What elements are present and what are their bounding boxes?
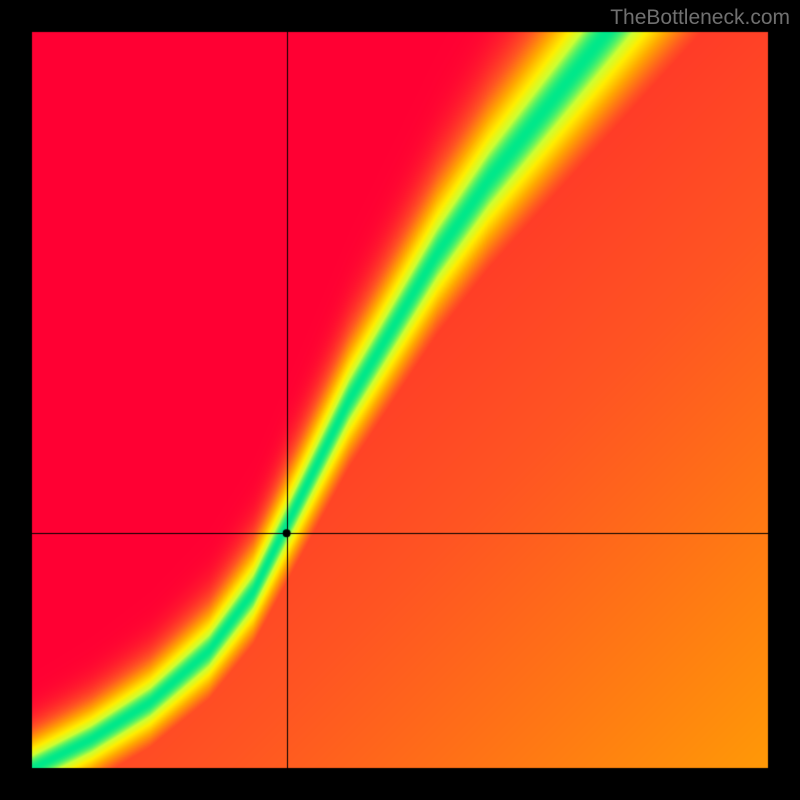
watermark-text: TheBottleneck.com	[610, 6, 790, 30]
heatmap-canvas	[0, 0, 800, 800]
chart-container: TheBottleneck.com	[0, 0, 800, 800]
